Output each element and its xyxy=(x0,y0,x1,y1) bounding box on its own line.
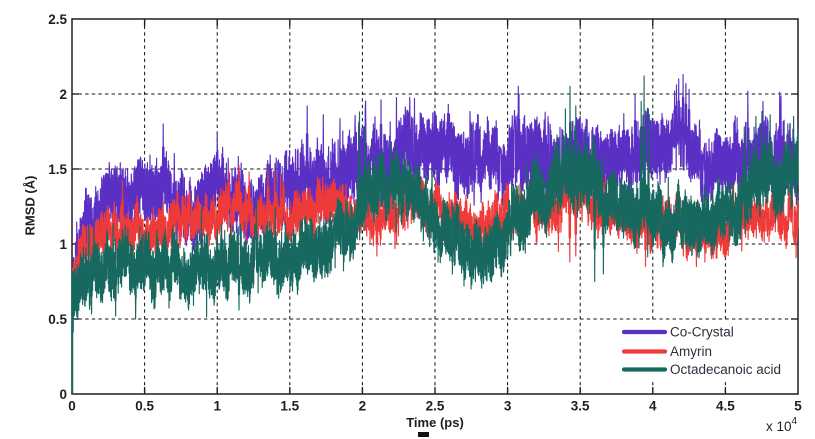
svg-text:2.5: 2.5 xyxy=(48,12,67,27)
svg-text:2: 2 xyxy=(359,399,367,414)
svg-text:1: 1 xyxy=(213,399,221,414)
svg-text:4.5: 4.5 xyxy=(716,399,735,414)
svg-text:3: 3 xyxy=(504,399,512,414)
svg-text:4: 4 xyxy=(792,416,798,427)
svg-text:Octadecanoic acid: Octadecanoic acid xyxy=(670,362,781,377)
svg-text:Time (ps): Time (ps) xyxy=(406,415,464,430)
svg-text:2: 2 xyxy=(59,87,67,102)
svg-text:Amyrin: Amyrin xyxy=(670,344,712,359)
svg-text:1.5: 1.5 xyxy=(48,162,67,177)
svg-text:0: 0 xyxy=(68,399,76,414)
svg-text:1.5: 1.5 xyxy=(280,399,299,414)
svg-text:2.5: 2.5 xyxy=(426,399,445,414)
svg-text:Co-Crystal: Co-Crystal xyxy=(670,325,734,340)
svg-text:x 10: x 10 xyxy=(766,419,792,434)
svg-text:4: 4 xyxy=(649,399,657,414)
svg-text:0: 0 xyxy=(59,387,67,402)
svg-text:1: 1 xyxy=(59,237,67,252)
svg-text:RMSD (Å): RMSD (Å) xyxy=(23,176,38,236)
svg-text:3.5: 3.5 xyxy=(571,399,590,414)
svg-text:5: 5 xyxy=(794,399,802,414)
svg-text:0.5: 0.5 xyxy=(135,399,154,414)
svg-text:0.5: 0.5 xyxy=(48,312,67,327)
